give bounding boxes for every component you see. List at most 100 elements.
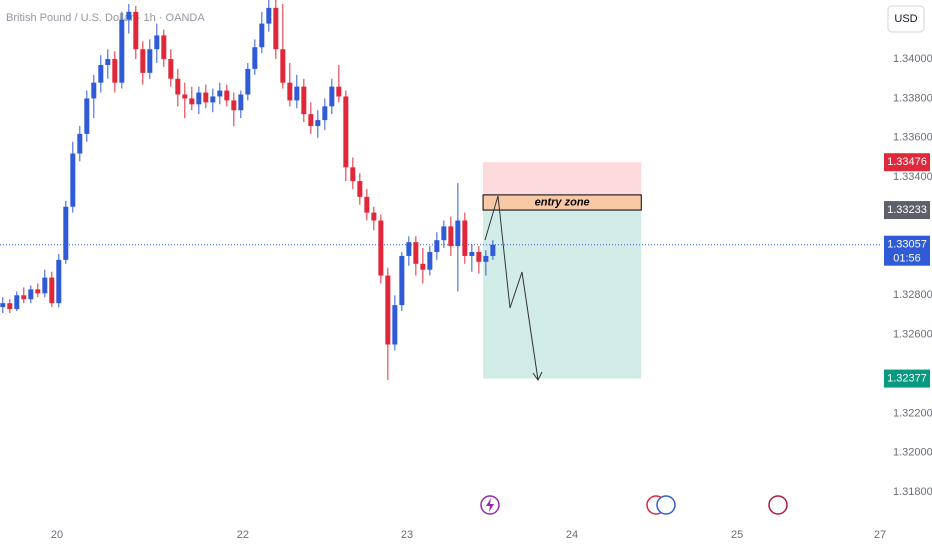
candle-body xyxy=(322,106,328,121)
candle-body xyxy=(210,96,216,103)
candle-body xyxy=(28,289,34,300)
x-tick-label: 25 xyxy=(731,529,743,541)
event-bolt xyxy=(486,498,494,512)
candle-body xyxy=(84,98,90,134)
candle-body xyxy=(483,255,489,262)
candle-body xyxy=(287,82,293,101)
candle-body xyxy=(245,68,251,95)
candle-body xyxy=(224,90,230,101)
candle-body xyxy=(14,295,20,310)
candle-body xyxy=(231,100,237,111)
candle-body xyxy=(112,59,118,83)
candle-body xyxy=(280,49,286,83)
y-tick-label: 1.33400 xyxy=(893,171,932,183)
candle-body xyxy=(70,153,76,207)
x-tick-label: 27 xyxy=(874,529,886,541)
candle-body xyxy=(238,94,244,111)
candle-body xyxy=(315,120,321,126)
candle-body xyxy=(259,23,265,48)
price-label: 1.33057 xyxy=(887,239,927,251)
target-zone xyxy=(483,210,642,379)
candle-body xyxy=(63,206,69,260)
price-label: 1.33476 xyxy=(887,156,927,168)
price-countdown: 01:56 xyxy=(893,253,921,265)
candle-body xyxy=(217,90,223,97)
candle-body xyxy=(252,47,258,69)
candle-body xyxy=(336,86,342,97)
candle-body xyxy=(371,212,377,221)
y-tick-label: 1.32600 xyxy=(893,329,932,341)
candle-body xyxy=(161,35,167,60)
candle-body xyxy=(49,277,55,304)
candle-body xyxy=(140,49,146,73)
uk-event-icon[interactable] xyxy=(768,495,788,515)
entry-zone xyxy=(482,194,642,211)
candle-body xyxy=(35,289,41,294)
y-tick-label: 1.31800 xyxy=(893,486,932,498)
candle-body xyxy=(455,220,461,247)
candle-body xyxy=(203,92,209,103)
candle-body xyxy=(7,303,13,310)
y-tick-label: 1.32000 xyxy=(893,447,932,459)
candle-body xyxy=(490,244,496,256)
candle-body xyxy=(0,303,6,308)
x-tick-label: 24 xyxy=(566,529,578,541)
candle-body xyxy=(154,35,160,50)
candle-body xyxy=(448,226,454,247)
price-label-box xyxy=(884,201,930,220)
price-label-box xyxy=(884,153,930,172)
candle-body xyxy=(385,275,391,345)
candle-body xyxy=(266,7,272,24)
candle-body xyxy=(126,11,132,20)
candle-body xyxy=(77,133,83,154)
forecast-arrow xyxy=(484,195,539,381)
plot-area: entry zone xyxy=(0,0,880,380)
price-label-box xyxy=(884,369,930,388)
y-tick-label: 1.34000 xyxy=(893,53,932,65)
candle-body xyxy=(91,82,97,99)
candle-body xyxy=(308,114,314,126)
candle-body xyxy=(441,226,447,241)
price-label-box xyxy=(884,235,930,266)
arrow-head xyxy=(532,371,543,381)
candle-body xyxy=(119,19,125,83)
candle-body xyxy=(420,263,426,270)
candle-body xyxy=(133,11,139,50)
candle-body xyxy=(462,220,468,256)
price-label: 1.32377 xyxy=(887,372,927,384)
y-tick-label: 1.33800 xyxy=(893,92,932,104)
candle-body xyxy=(56,259,62,304)
candle-body xyxy=(105,59,111,65)
x-tick-label: 20 xyxy=(51,529,63,541)
candle-body xyxy=(273,7,279,50)
y-tick-label: 1.32800 xyxy=(893,289,932,301)
candle-body xyxy=(476,251,482,262)
stop-zone xyxy=(483,162,642,195)
x-tick-label: 22 xyxy=(237,529,249,541)
candle-body xyxy=(301,86,307,115)
price-label: 1.33233 xyxy=(887,204,927,216)
entry-zone-label: entry zone xyxy=(535,196,590,208)
candle-body xyxy=(434,240,440,252)
candle-body xyxy=(21,295,27,300)
candle-body xyxy=(175,78,181,95)
us-event-icon[interactable] xyxy=(656,495,676,515)
y-tick-label: 1.32200 xyxy=(893,407,932,419)
x-tick-label: 23 xyxy=(401,529,413,541)
candle-body xyxy=(189,98,195,105)
currency-label: USD xyxy=(894,13,917,25)
candle-body xyxy=(378,220,384,276)
candle-body xyxy=(196,92,202,105)
candle-body xyxy=(42,277,48,294)
candle-body xyxy=(406,242,412,256)
candle-body xyxy=(357,181,363,197)
candle-body xyxy=(329,86,335,107)
candle-body xyxy=(182,94,188,99)
currency-button[interactable] xyxy=(887,5,925,33)
candle-body xyxy=(147,49,153,73)
candle-body xyxy=(392,305,398,345)
candle-body xyxy=(350,167,356,182)
y-tick-label: 1.33600 xyxy=(893,132,932,144)
